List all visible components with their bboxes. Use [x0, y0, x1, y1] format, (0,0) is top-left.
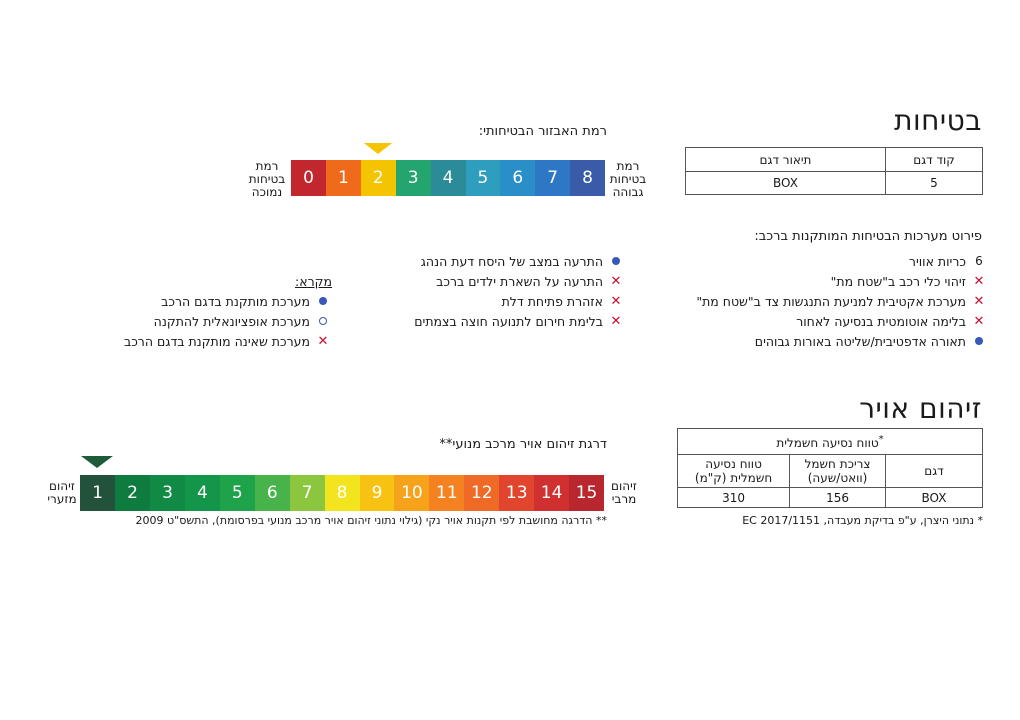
feature-label: אזהרת פתיחת דלת — [501, 293, 603, 309]
legend-title: מקרא: — [295, 273, 332, 289]
feature-item: תאורה אדפטיבית/שליטה באורות גבוהים — [696, 331, 988, 351]
scale-cell-4: 4 — [430, 160, 466, 196]
pollution-scale: 15 14 13 12 11 10 9 8 7 6 5 4 3 2 1 — [80, 475, 604, 511]
installed-dot-icon — [314, 294, 332, 308]
feature-label: התרעה במצב של היסח דעת הנהג — [420, 253, 603, 269]
scale-cell-12: 12 — [464, 475, 500, 511]
consumption-value: 156 — [789, 487, 886, 508]
not-installed-x-icon: ✕ — [610, 293, 622, 309]
model-table: קוד דגם תיאור דגם 5 BOX — [685, 147, 983, 195]
range-value: 310 — [676, 487, 791, 508]
scale-cell-5: 5 — [465, 160, 501, 196]
range-table: *טווח נסיעה חשמלית דגם צריכת חשמל (וואט/… — [676, 428, 983, 508]
scale-cell-2: 2 — [115, 475, 151, 511]
model-code-header: קוד דגם — [885, 147, 983, 172]
model-value: BOX — [885, 487, 983, 508]
scale-cell-10: 10 — [394, 475, 430, 511]
scale-cell-15: 15 — [569, 475, 604, 511]
pollution-scale-min-label: זיהום מזערי — [47, 479, 77, 506]
model-code-value: 5 — [885, 171, 983, 195]
installed-dot-icon — [970, 334, 988, 348]
feature-label: זיהוי כלי רכב ב"שטח מת" — [830, 273, 966, 289]
scale-cell-6: 6 — [500, 160, 536, 196]
safety-scale-high-label: רמת בטיחות גבוהה — [609, 159, 647, 199]
features-title: פירוט מערכות הבטיחות המותקנות ברכב: — [754, 229, 982, 244]
not-installed-x-icon: ✕ — [610, 313, 622, 329]
not-installed-x-icon: ✕ — [973, 273, 985, 289]
installed-dot-icon — [607, 254, 625, 268]
scale-cell-7: 7 — [289, 475, 325, 511]
feature-item: ✕ בלימת חירום לתנועה חוצה בצמתים — [414, 311, 625, 331]
legend: מקרא: מערכת מותקנת בדגם הרכב מערכת אופצי… — [124, 271, 332, 351]
not-installed-x-icon: ✕ — [610, 273, 622, 289]
feature-item: התרעה במצב של היסח דעת הנהג — [414, 251, 625, 271]
feature-count: 6 — [975, 254, 983, 268]
safety-level-pointer-icon — [364, 143, 393, 154]
scale-cell-13: 13 — [499, 475, 535, 511]
feature-label: בלימה אוטומטית בנסיעה לאחור — [796, 313, 966, 329]
col-consumption-header: צריכת חשמל (וואט/שעה) — [789, 454, 886, 488]
model-desc-value: BOX — [685, 171, 886, 195]
not-installed-x-icon: ✕ — [973, 293, 985, 309]
scale-cell-1: 1 — [326, 160, 361, 196]
pollution-scale-title: דרגת זיהום אויר מרכב מנועי** — [439, 437, 607, 452]
scale-cell-8: 8 — [324, 475, 360, 511]
range-footnote: * נתוני היצרן, ע"פ בדיקת מעבדה, EC 2017/… — [742, 514, 983, 527]
scale-cell-1: 1 — [80, 475, 116, 511]
scale-cell-4: 4 — [184, 475, 220, 511]
feature-item: ✕ אזהרת פתיחת דלת — [414, 291, 625, 311]
feature-label: תאורה אדפטיבית/שליטה באורות גבוהים — [754, 333, 966, 349]
optional-ring-icon — [314, 314, 332, 328]
feature-item: ✕ זיהוי כלי רכב ב"שטח מת" — [696, 271, 988, 291]
not-installed-x-icon: ✕ — [317, 333, 329, 349]
legend-not-installed: מערכת שאינה מותקנת בדגם הרכב — [123, 333, 310, 349]
scale-cell-0: 0 — [291, 160, 326, 196]
legend-installed: מערכת מותקנת בדגם הרכב — [161, 293, 310, 309]
pollution-level-pointer-icon — [81, 456, 114, 468]
scale-cell-3: 3 — [395, 160, 431, 196]
feature-item: ✕ מערכת אקטיבית למניעת התנגשות צד ב"שטח מ… — [696, 291, 988, 311]
model-desc-header: תיאור דגם — [685, 147, 886, 172]
scale-cell-11: 11 — [429, 475, 465, 511]
safety-scale-low-label: רמת בטיחות נמוכה — [248, 159, 286, 199]
feature-item: ✕ התרעה על השארת ילדים ברכב — [414, 271, 625, 291]
pollution-title: זיהום אויר — [859, 392, 982, 425]
feature-label: כריות אוויר — [908, 253, 966, 269]
scale-cell-3: 3 — [150, 475, 185, 511]
feature-label: מערכת אקטיבית למניעת התנגשות צד ב"שטח מת… — [696, 293, 966, 309]
feature-item: 6 כריות אוויר — [696, 251, 988, 271]
scale-cell-6: 6 — [254, 475, 290, 511]
legend-optional: מערכת אופציונאלית להתקנה — [153, 313, 310, 329]
scale-cell-8: 8 — [570, 160, 605, 196]
scale-cell-7: 7 — [535, 160, 571, 196]
col-model-header: דגם — [885, 454, 983, 488]
col-range-header: טווח נסיעה חשמלית (ק"מ) — [676, 454, 791, 488]
feature-label: התרעה על השארת ילדים ברכב — [436, 273, 603, 289]
pollution-footnote: ** הדרגה מחושבת לפי תקנות אויר נקי (גילו… — [135, 514, 607, 527]
safety-title: בטיחות — [894, 104, 982, 137]
feature-label: בלימת חירום לתנועה חוצה בצמתים — [414, 313, 603, 329]
pollution-scale-max-label: זיהום מרבי — [611, 479, 637, 506]
scale-cell-9: 9 — [359, 475, 395, 511]
features-list-1: 6 כריות אוויר ✕ זיהוי כלי רכב ב"שטח מת" ✕ מער… — [696, 251, 988, 351]
not-installed-x-icon: ✕ — [973, 313, 985, 329]
range-table-header: *טווח נסיעה חשמלית — [677, 428, 983, 455]
scale-cell-2: 2 — [360, 160, 396, 196]
scale-cell-14: 14 — [534, 475, 570, 511]
safety-scale-title: רמת האבזור הבטיחותי: — [478, 124, 607, 139]
features-list-2: התרעה במצב של היסח דעת הנהג ✕ התרעה על השא… — [414, 251, 625, 331]
feature-item: ✕ בלימה אוטומטית בנסיעה לאחור — [696, 311, 988, 331]
scale-cell-5: 5 — [219, 475, 255, 511]
